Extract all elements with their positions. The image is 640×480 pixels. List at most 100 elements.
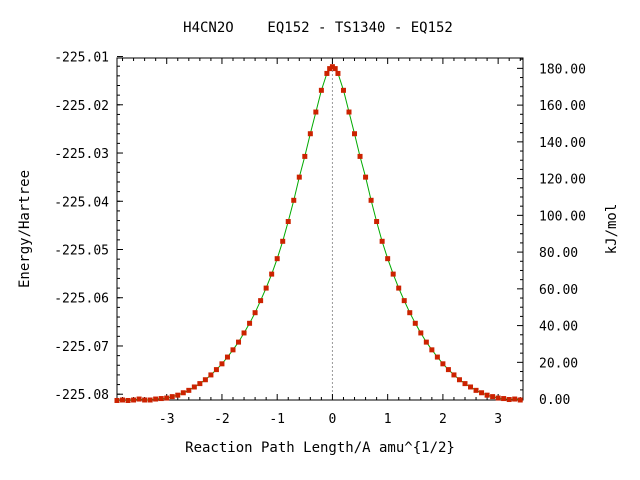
- data-point: [495, 395, 501, 401]
- x-axis-label: Reaction Path Length/A amu^{1/2}: [185, 440, 455, 456]
- y2-tick-label: 100.00: [539, 209, 586, 224]
- data-point: [302, 153, 308, 159]
- data-point: [517, 397, 523, 403]
- data-point: [131, 397, 137, 403]
- y2-tick-label: 160.00: [539, 99, 586, 114]
- data-point: [120, 397, 126, 403]
- x-tick-label: 0: [329, 412, 337, 427]
- data-point: [396, 285, 402, 291]
- data-point: [462, 381, 468, 387]
- energy-points: [114, 64, 523, 403]
- data-point: [479, 390, 485, 396]
- data-point: [147, 397, 153, 403]
- data-point: [451, 372, 457, 378]
- data-point: [230, 347, 236, 353]
- y2-tick-label: 40.00: [539, 320, 578, 335]
- x-tick-label: -3: [159, 412, 175, 427]
- data-point: [313, 109, 319, 115]
- data-point: [164, 395, 170, 401]
- data-point: [307, 131, 313, 137]
- data-point: [368, 197, 374, 203]
- data-point: [125, 397, 131, 403]
- x-tick-label: -1: [269, 412, 285, 427]
- data-point: [213, 367, 219, 373]
- data-point: [332, 66, 338, 72]
- data-point: [274, 256, 280, 262]
- y-left-ticks: -225.08 -225.07 -225.06 -225.05 -225.04 -225.…: [54, 51, 123, 403]
- y-tick-label: -225.07: [54, 340, 109, 355]
- y-tick-label: -225.08: [54, 388, 109, 403]
- plot-area-frame: [116, 57, 524, 401]
- data-point: [186, 387, 192, 393]
- data-point: [329, 64, 335, 70]
- y2-tick-label: 120.00: [539, 173, 586, 188]
- y2-tick-label: 180.00: [539, 62, 586, 77]
- data-point: [318, 87, 324, 93]
- data-point: [407, 310, 413, 316]
- data-point: [468, 384, 474, 390]
- data-point: [180, 390, 186, 396]
- x-tick-label: 2: [439, 412, 447, 427]
- data-point: [169, 394, 175, 400]
- data-point: [412, 320, 418, 326]
- y2-tick-label: 20.00: [539, 356, 578, 371]
- data-point: [423, 339, 429, 345]
- data-point: [456, 377, 462, 383]
- data-point: [114, 397, 120, 403]
- data-point: [327, 66, 333, 72]
- x-tick-label: -2: [214, 412, 230, 427]
- data-point: [445, 367, 451, 373]
- y2-tick-label: 140.00: [539, 136, 586, 151]
- chart-title: H4CN2O EQ152 - TS1340 - EQ152: [183, 20, 453, 36]
- y2-axis-label: kJ/mol: [604, 204, 620, 255]
- data-point: [363, 174, 369, 180]
- y-tick-label: -225.06: [54, 292, 109, 307]
- data-point: [280, 238, 286, 244]
- data-point: [202, 377, 208, 383]
- data-point: [197, 381, 203, 387]
- data-point: [346, 109, 352, 115]
- data-point: [269, 271, 275, 277]
- data-point: [357, 153, 363, 159]
- data-point: [352, 131, 358, 137]
- data-point: [247, 320, 253, 326]
- data-point: [158, 396, 164, 402]
- energy-curve-line: [116, 66, 521, 402]
- data-point: [385, 256, 391, 262]
- data-point: [440, 361, 446, 367]
- data-point: [324, 70, 330, 76]
- y-tick-label: -225.02: [54, 99, 109, 114]
- data-point: [340, 87, 346, 93]
- x-ticks: -3 -2 -1 0 1 2 3: [122, 58, 521, 427]
- data-point: [241, 330, 247, 336]
- data-point: [153, 396, 159, 402]
- data-point: [434, 354, 440, 360]
- y-axis-label: Energy/Hartree: [17, 170, 33, 288]
- y-tick-label: -225.05: [54, 244, 109, 259]
- y-right-ticks: 0.00 20.00 40.00 60.00 80.00 100.00 120.00 140.…: [517, 58, 586, 408]
- data-point: [291, 197, 297, 203]
- data-point: [401, 298, 407, 304]
- data-point: [374, 219, 380, 225]
- y2-tick-label: 0.00: [539, 393, 570, 408]
- data-point: [175, 392, 181, 398]
- data-point: [142, 397, 148, 403]
- data-point: [512, 396, 518, 402]
- data-point: [418, 330, 424, 336]
- data-point: [285, 219, 291, 225]
- data-point: [296, 174, 302, 180]
- y-tick-label: -225.03: [54, 147, 109, 162]
- data-point: [501, 396, 507, 402]
- data-point: [219, 361, 225, 367]
- data-point: [473, 387, 479, 393]
- y-tick-label: -225.01: [54, 51, 109, 66]
- data-point: [252, 310, 258, 316]
- data-point: [208, 372, 214, 378]
- data-point: [390, 271, 396, 277]
- data-point: [379, 238, 385, 244]
- data-point: [136, 396, 142, 402]
- y2-tick-label: 60.00: [539, 283, 578, 298]
- data-point: [506, 397, 512, 403]
- data-point: [484, 392, 490, 398]
